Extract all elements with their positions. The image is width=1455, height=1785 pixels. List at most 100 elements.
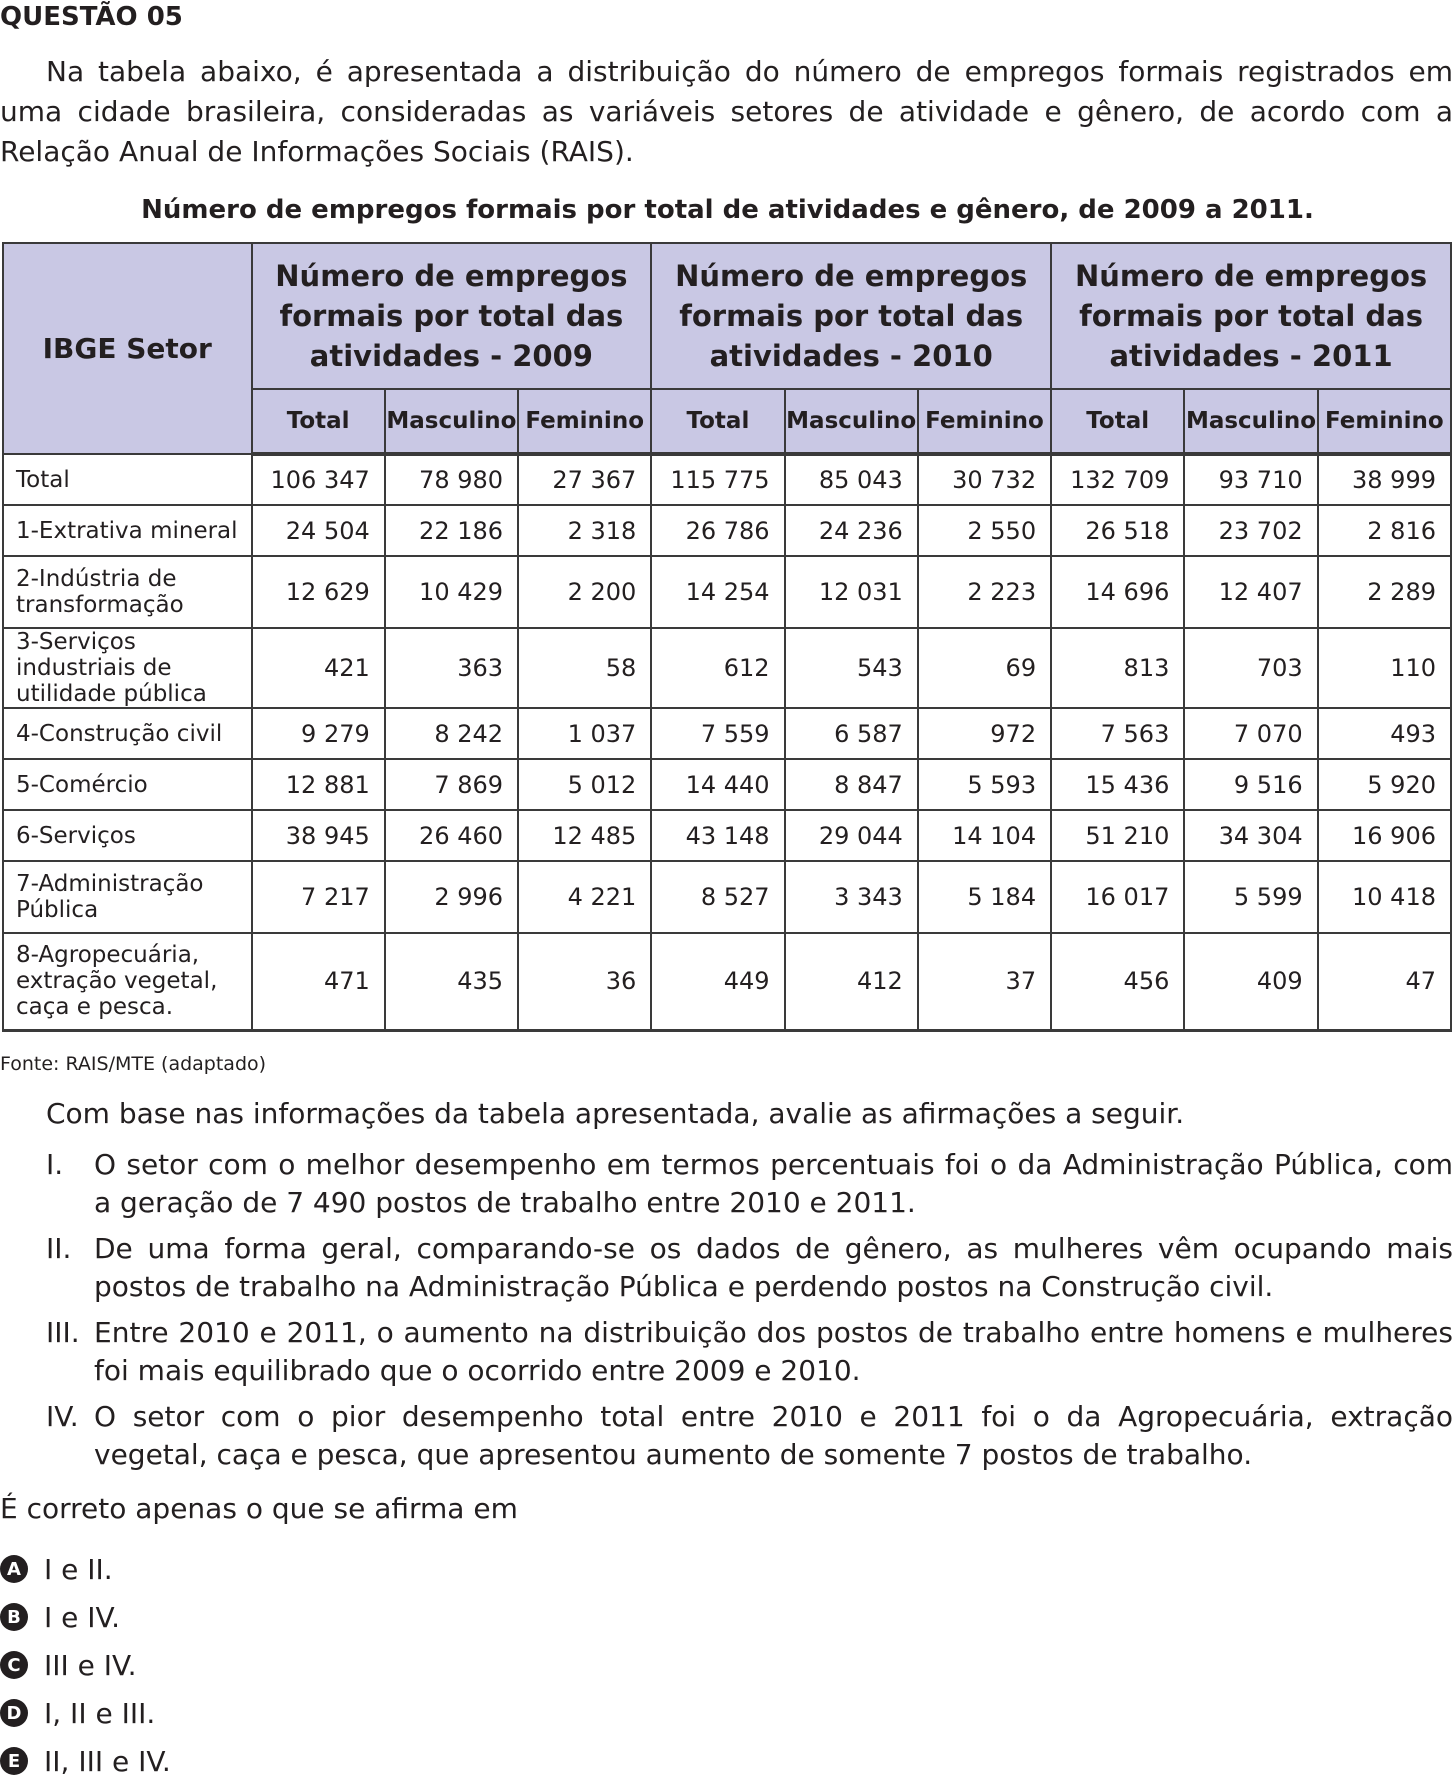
table-row: 2-Indústria de transformação 12 629 10 429… xyxy=(2,555,1453,629)
value-cell: 36 xyxy=(517,932,653,1032)
value-cell: 38 945 xyxy=(250,809,386,862)
statement-number: III. xyxy=(46,1316,80,1349)
year-header-2009: Número de empregos formais por total das… xyxy=(250,242,653,390)
value-cell: 16 906 xyxy=(1316,809,1453,862)
value-cell: 7 869 xyxy=(383,758,520,811)
statement-text: O setor com o melhor desempenho em termo… xyxy=(94,1148,1453,1219)
value-cell: 26 518 xyxy=(1050,504,1186,557)
value-cell: 58 xyxy=(517,627,653,709)
value-cell: 493 xyxy=(1316,707,1453,760)
value-cell: 5 012 xyxy=(517,758,653,811)
value-cell: 2 223 xyxy=(916,555,1053,629)
value-cell: 456 xyxy=(1050,932,1186,1032)
value-cell: 5 599 xyxy=(1183,860,1319,934)
value-cell: 14 440 xyxy=(650,758,786,811)
value-cell: 421 xyxy=(250,627,386,709)
value-cell: 132 709 xyxy=(1050,453,1186,506)
value-cell: 449 xyxy=(650,932,786,1032)
value-cell: 78 980 xyxy=(383,453,520,506)
value-cell: 1 037 xyxy=(517,707,653,760)
year-header-2010: Número de empregos formais por total das… xyxy=(650,242,1053,390)
value-cell: 24 504 xyxy=(250,504,386,557)
option-text[interactable]: I e IV. xyxy=(44,1600,120,1634)
option-letter-badge[interactable]: D xyxy=(0,1699,28,1727)
value-cell: 22 186 xyxy=(383,504,520,557)
value-cell: 27 367 xyxy=(517,453,653,506)
answer-options: A I e II. B I e IV. C III e IV. D I, II … xyxy=(0,1545,171,1785)
value-cell: 12 407 xyxy=(1183,555,1319,629)
option-letter-badge[interactable]: C xyxy=(0,1651,28,1679)
value-cell: 2 289 xyxy=(1316,555,1453,629)
value-cell: 5 593 xyxy=(916,758,1053,811)
answer-option-a[interactable]: A I e II. xyxy=(0,1545,171,1593)
value-cell: 14 696 xyxy=(1050,555,1186,629)
value-cell: 26 786 xyxy=(650,504,786,557)
value-cell: 16 017 xyxy=(1050,860,1186,934)
value-cell: 8 527 xyxy=(650,860,786,934)
table-source: Fonte: RAIS/MTE (adaptado) xyxy=(0,1053,267,1075)
value-cell: 29 044 xyxy=(783,809,919,862)
option-text[interactable]: II, III e IV. xyxy=(44,1744,171,1778)
subheader-feminino: Feminino xyxy=(1316,388,1453,456)
employment-table: IBGE Setor Número de empregos formais po… xyxy=(2,242,1453,1032)
value-cell: 37 xyxy=(916,932,1053,1032)
option-text[interactable]: I, II e III. xyxy=(44,1696,156,1730)
table-row: 3-Serviços industriais de utilidade públ… xyxy=(2,627,1453,709)
statement-number: II. xyxy=(46,1232,72,1265)
value-cell: 24 236 xyxy=(783,504,919,557)
value-cell: 7 563 xyxy=(1050,707,1186,760)
value-cell: 7 070 xyxy=(1183,707,1319,760)
value-cell: 14 254 xyxy=(650,555,786,629)
sector-cell: 4-Construção civil xyxy=(2,707,253,760)
value-cell: 38 999 xyxy=(1316,453,1453,506)
value-cell: 2 318 xyxy=(517,504,653,557)
intro-paragraph: Na tabela abaixo, é apresentada a distri… xyxy=(0,55,1453,168)
answer-option-c[interactable]: C III e IV. xyxy=(0,1641,171,1689)
value-cell: 106 347 xyxy=(250,453,386,506)
value-cell: 14 104 xyxy=(916,809,1053,862)
value-cell: 703 xyxy=(1183,627,1319,709)
value-cell: 34 304 xyxy=(1183,809,1319,862)
answer-option-e[interactable]: E II, III e IV. xyxy=(0,1737,171,1785)
value-cell: 5 920 xyxy=(1316,758,1453,811)
sector-cell: Total xyxy=(2,453,253,506)
value-cell: 363 xyxy=(383,627,520,709)
statements-lead: Com base nas informações da tabela apres… xyxy=(46,1097,1185,1130)
option-letter-badge[interactable]: B xyxy=(0,1603,28,1631)
answer-option-d[interactable]: D I, II e III. xyxy=(0,1689,171,1737)
value-cell: 110 xyxy=(1316,627,1453,709)
subheader-masculino: Masculino xyxy=(383,388,520,456)
statement-text: Entre 2010 e 2011, o aumento na distribu… xyxy=(94,1316,1453,1387)
question-title: QUESTÃO 05 xyxy=(0,2,183,32)
table-row: 5-Comércio 12 881 7 869 5 012 14 440 8 847 5 5… xyxy=(2,758,1453,811)
value-cell: 69 xyxy=(916,627,1053,709)
subheader-total: Total xyxy=(650,388,786,456)
sector-cell: 8-Agropecuária, extração vegetal, caça e… xyxy=(2,932,253,1032)
option-letter-badge[interactable]: E xyxy=(0,1747,28,1775)
option-text[interactable]: I e II. xyxy=(44,1552,113,1586)
value-cell: 2 996 xyxy=(383,860,520,934)
sector-cell: 2-Indústria de transformação xyxy=(2,555,253,629)
value-cell: 93 710 xyxy=(1183,453,1319,506)
table-row: 6-Serviços 38 945 26 460 12 485 43 148 29 044… xyxy=(2,809,1453,862)
table-title: Número de empregos formais por total de … xyxy=(141,195,1314,225)
value-cell: 435 xyxy=(383,932,520,1032)
option-letter-badge[interactable]: A xyxy=(0,1555,28,1583)
table-body: Total 106 347 78 980 27 367 115 775 85 043 30 … xyxy=(2,453,1453,1032)
value-cell: 43 148 xyxy=(650,809,786,862)
answer-option-b[interactable]: B I e IV. xyxy=(0,1593,171,1641)
sector-cell: 5-Comércio xyxy=(2,758,253,811)
option-text[interactable]: III e IV. xyxy=(44,1648,137,1682)
value-cell: 813 xyxy=(1050,627,1186,709)
statement-number: IV. xyxy=(46,1400,79,1433)
value-cell: 12 485 xyxy=(517,809,653,862)
value-cell: 612 xyxy=(650,627,786,709)
value-cell: 409 xyxy=(1183,932,1319,1032)
table-row: Total 106 347 78 980 27 367 115 775 85 043 30 … xyxy=(2,453,1453,506)
sector-cell: 3-Serviços industriais de utilidade públ… xyxy=(2,627,253,709)
table-row: 8-Agropecuária, extração vegetal, caça e… xyxy=(2,932,1453,1032)
table-header-row: IBGE Setor Número de empregos formais po… xyxy=(2,242,1452,455)
value-cell: 26 460 xyxy=(383,809,520,862)
value-cell: 10 418 xyxy=(1316,860,1453,934)
